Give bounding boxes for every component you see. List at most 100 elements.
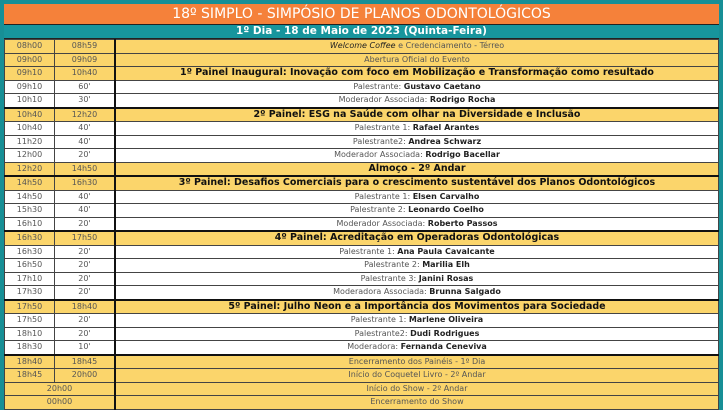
session-label: Início do Coquetel Livro - 2º Andar — [348, 370, 486, 380]
session-label: Moderador Associada: — [334, 150, 426, 160]
speaker-name: Rodrigo Rocha — [429, 95, 496, 105]
end-time: 16h30 — [54, 175, 116, 191]
start-time: 17h50 — [4, 298, 55, 314]
speaker-name: Marlene Oliveira — [408, 315, 484, 325]
end-time: 30' — [54, 93, 116, 108]
schedule-row: 09h00 09h09 Abertura Oficial do Evento — [4, 52, 719, 67]
session-description: Palestrante2: Dudi Rodrigues — [114, 326, 719, 341]
end-time: 40' — [54, 189, 116, 204]
start-time: 16h50 — [4, 258, 55, 273]
start-time: 16h30 — [4, 230, 55, 246]
session-description: Moderador Associada: Rodrigo Bacellar — [114, 148, 719, 163]
end-time: 20h00 — [54, 368, 116, 383]
session-description: Welcome Coffee e Credenciamento - Térreo — [114, 39, 719, 54]
end-time: 20' — [54, 313, 116, 328]
schedule-row: 09h10 60' Palestrante: Gustavo Caetano — [4, 79, 719, 94]
session-description: Palestrante 2: Leonardo Coelho — [114, 203, 719, 218]
speaker-name: Rafael Arantes — [412, 123, 480, 133]
schedule-row: 17h30 20' Moderadora Associada: Brunna Sal… — [4, 285, 719, 300]
end-time: 40' — [54, 134, 116, 149]
session-description: Encerramento do Show — [114, 395, 719, 410]
schedule-row: 18h10 20' Palestrante2: Dudi Rodrigues — [4, 326, 719, 341]
session-label: Palestrante: — [353, 81, 404, 91]
session-description: Palestrante 3: Janini Rosas — [114, 271, 719, 286]
session-description: Almoço - 2º Andar — [114, 161, 719, 177]
start-time: 08h00 — [4, 39, 55, 54]
start-time: 14h50 — [4, 189, 55, 204]
session-label: Palestrante 2: — [350, 205, 409, 215]
session-description: 1º Painel Inaugural: Inovação com foco e… — [114, 66, 719, 81]
schedule-row: 16h30 20' Palestrante 1: Ana Paula Cavalca… — [4, 244, 719, 259]
end-time: 20' — [54, 258, 116, 273]
session-label: Moderadora Associada: — [333, 287, 430, 297]
session-description: Moderadora: Fernanda Ceneviva — [114, 340, 719, 355]
end-time: 17h50 — [54, 230, 116, 246]
session-label: Palestrante 1: — [354, 123, 413, 133]
schedule-table: 08h00 08h59 Welcome Coffee e Credenciament… — [4, 39, 719, 410]
schedule-row: 10h40 40' Palestrante 1: Rafael Arantes — [4, 121, 719, 136]
event-title: 18º SIMPLO - SIMPÓSIO DE PLANOS ODONTOLÓ… — [4, 4, 719, 25]
session-description: Início do Show - 2º Andar — [114, 381, 719, 396]
start-time: 10h10 — [4, 93, 55, 108]
session-description: Palestrante2: Andrea Schwarz — [114, 134, 719, 149]
speaker-name: Leonardo Coelho — [408, 205, 484, 215]
session-description: Início do Coquetel Livro - 2º Andar — [114, 368, 719, 383]
start-time: 12h00 — [4, 148, 55, 163]
start-time: 12h20 — [4, 161, 55, 177]
panel-row: 10h40 12h20 2º Painel: ESG na Saúde com ol… — [4, 106, 719, 122]
session-label: 1º Painel Inaugural: Inovação com foco e… — [180, 67, 654, 79]
session-description: Palestrante 2: Marilia Elh — [114, 258, 719, 273]
start-time: 18h45 — [4, 368, 55, 383]
panel-row: 14h50 16h30 3º Painel: Desafios Comerciais… — [4, 175, 719, 191]
end-time: 20' — [54, 148, 116, 163]
schedule-row: 18h40 18h45 Encerramento dos Painéis - 1º … — [4, 353, 719, 369]
session-label: Encerramento dos Painéis - 1º Dia — [348, 356, 486, 366]
end-time: 40' — [54, 121, 116, 136]
panel-row: 12h20 14h50 Almoço - 2º Andar — [4, 161, 719, 177]
session-description: Abertura Oficial do Evento — [114, 52, 719, 67]
start-time: 16h30 — [4, 244, 55, 259]
schedule-row: 10h10 30' Moderador Associada: Rodrigo Roc… — [4, 93, 719, 108]
session-label: 4º Painel: Acreditação em Operadoras Odo… — [274, 232, 560, 244]
session-description: Moderador Associada: Rodrigo Rocha — [114, 93, 719, 108]
speaker-name: Gustavo Caetano — [403, 81, 481, 91]
end-time: 40' — [54, 203, 116, 218]
session-italic: Welcome Coffee — [329, 41, 396, 51]
end-time: 20' — [54, 244, 116, 259]
schedule-row: 17h10 20' Palestrante 3: Janini Rosas — [4, 271, 719, 286]
session-label: Palestrante 2: — [364, 260, 423, 270]
end-time: 18h40 — [54, 298, 116, 314]
start-time: 09h10 — [4, 79, 55, 94]
session-description: Palestrante 1: Marlene Oliveira — [114, 313, 719, 328]
session-description: Moderador Associada: Roberto Passos — [114, 216, 719, 232]
start-time: 18h10 — [4, 326, 55, 341]
session-description: Palestrante 1: Ana Paula Cavalcante — [114, 244, 719, 259]
session-label: 2º Painel: ESG na Saúde com olhar na Div… — [253, 108, 581, 120]
session-label: Moderador Associada: — [338, 95, 430, 105]
start-time: 15h30 — [4, 203, 55, 218]
session-description: 3º Painel: Desafios Comerciais para o cr… — [114, 175, 719, 191]
session-label: Palestrante2: — [352, 136, 409, 146]
panel-row: 17h50 18h40 5º Painel: Julho Neon e a Impo… — [4, 298, 719, 314]
start-time: 18h40 — [4, 353, 55, 369]
end-time: 10h40 — [54, 66, 116, 81]
start-time: 16h10 — [4, 216, 55, 232]
schedule-row: 18h45 20h00 Início do Coquetel Livro - 2º … — [4, 368, 719, 383]
panel-row: 09h10 10h40 1º Painel Inaugural: Inovação … — [4, 66, 719, 81]
speaker-name: Marilia Elh — [422, 260, 470, 270]
session-label: 5º Painel: Julho Neon e a Importância do… — [228, 300, 606, 312]
session-description: Palestrante: Gustavo Caetano — [114, 79, 719, 94]
session-description: 4º Painel: Acreditação em Operadoras Odo… — [114, 230, 719, 246]
speaker-name: Rodrigo Bacellar — [425, 150, 500, 160]
start-time: 20h00 — [4, 381, 116, 396]
session-label: Palestrante2: — [354, 328, 411, 338]
day-header: 1º Dia - 18 de Maio de 2023 (Quinta-Feir… — [4, 25, 719, 39]
end-time: 20' — [54, 326, 116, 341]
session-label: 3º Painel: Desafios Comerciais para o cr… — [178, 177, 656, 189]
session-description: Palestrante 1: Elsen Carvalho — [114, 189, 719, 204]
schedule-row: 08h00 08h59 Welcome Coffee e Credenciament… — [4, 39, 719, 54]
session-description: Encerramento dos Painéis - 1º Dia — [114, 353, 719, 369]
schedule-row: 14h50 40' Palestrante 1: Elsen Carvalho — [4, 189, 719, 204]
start-time: 00h00 — [4, 395, 116, 410]
